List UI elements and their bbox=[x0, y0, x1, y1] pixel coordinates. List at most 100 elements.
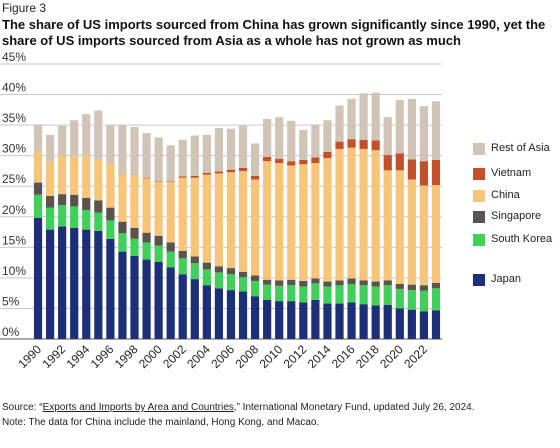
bar-segment-south-korea bbox=[311, 283, 320, 300]
bar-segment-south-korea bbox=[45, 207, 55, 230]
bar-segment-japan bbox=[419, 311, 429, 339]
x-tick-label: 1996 bbox=[88, 342, 117, 371]
bar-segment-japan bbox=[166, 267, 175, 339]
bar-segment-china bbox=[263, 161, 272, 280]
bar-segment-rest-of-asia bbox=[226, 128, 236, 170]
bar-segment-japan bbox=[82, 229, 91, 339]
bar-segment-vietnam bbox=[275, 158, 284, 163]
bar-segment-rest-of-asia bbox=[142, 133, 151, 178]
bar-segment-singapore bbox=[130, 227, 139, 239]
x-tick-label: 2014 bbox=[305, 342, 334, 371]
bar-segment-china bbox=[275, 163, 284, 281]
y-tick-label: 35% bbox=[2, 111, 26, 125]
bar-segment-rest-of-asia bbox=[371, 92, 380, 141]
bar-segment-japan bbox=[263, 299, 272, 339]
bar-segment-vietnam bbox=[263, 156, 272, 162]
figure-label: Figure 3 bbox=[2, 1, 47, 15]
bar-segment-vietnam bbox=[431, 159, 441, 185]
bar-segment-singapore bbox=[202, 262, 211, 270]
x-tick-label: 2020 bbox=[377, 342, 406, 371]
bar-segment-south-korea bbox=[70, 206, 79, 228]
legend-label: South Korea bbox=[491, 233, 553, 245]
legend-swatch bbox=[473, 142, 485, 155]
legend-swatch bbox=[473, 233, 485, 246]
bar-segment-rest-of-asia bbox=[45, 134, 55, 162]
bar-segment-south-korea bbox=[130, 238, 139, 256]
bar-segment-singapore bbox=[33, 182, 43, 195]
bar-segment-rest-of-asia bbox=[33, 124, 43, 152]
bar-segment-rest-of-asia bbox=[154, 137, 163, 182]
bar-segment-china bbox=[190, 177, 199, 257]
bar-segment-vietnam bbox=[299, 159, 308, 165]
bar-segment-china bbox=[214, 173, 224, 267]
source-link[interactable]: Exports and Imports by Area and Countrie… bbox=[42, 402, 234, 413]
bar-segment-singapore bbox=[359, 280, 368, 286]
bar-segment-south-korea bbox=[226, 274, 236, 291]
bar-segment-china bbox=[431, 185, 441, 283]
bar-segment-vietnam bbox=[395, 153, 404, 171]
bar-segment-china bbox=[178, 177, 187, 251]
bar-segment-south-korea bbox=[154, 245, 163, 262]
bar-segment-singapore bbox=[94, 200, 103, 213]
bar-segment-rest-of-asia bbox=[383, 117, 392, 156]
bar-segment-rest-of-asia bbox=[130, 126, 139, 176]
bar-segment-china bbox=[130, 175, 139, 228]
y-tick-label: 20% bbox=[2, 203, 26, 217]
legend-label: China bbox=[491, 189, 520, 201]
bar-segment-china bbox=[82, 156, 91, 198]
x-tick-label: 1994 bbox=[64, 342, 93, 371]
bar-segment-china bbox=[202, 174, 211, 263]
bars bbox=[33, 92, 441, 339]
bar-segment-south-korea bbox=[383, 285, 392, 305]
bar-segment-rest-of-asia bbox=[202, 134, 211, 173]
bar-segment-south-korea bbox=[263, 284, 272, 300]
bar-segment-china bbox=[166, 181, 175, 243]
bar-segment-rest-of-asia bbox=[335, 105, 344, 142]
bar-segment-japan bbox=[359, 304, 368, 339]
bar-segment-japan bbox=[226, 290, 236, 339]
legend-label: Singapore bbox=[491, 210, 542, 222]
bar-segment-china bbox=[371, 150, 380, 282]
bar-segment-singapore bbox=[323, 281, 332, 287]
bar-segment-vietnam bbox=[311, 157, 320, 163]
legend-item-japan: Japan bbox=[473, 273, 557, 286]
bar-segment-japan bbox=[407, 309, 416, 339]
y-tick-label: 15% bbox=[2, 233, 26, 247]
bar-segment-vietnam bbox=[250, 175, 260, 180]
bar-segment-singapore bbox=[263, 279, 272, 285]
bar-segment-china bbox=[118, 174, 127, 222]
bar-segment-japan bbox=[33, 218, 43, 339]
bar-segment-rest-of-asia bbox=[214, 128, 224, 172]
bar-segment-south-korea bbox=[58, 205, 67, 227]
bar-segment-japan bbox=[347, 302, 356, 339]
bar-segment-japan bbox=[178, 274, 187, 339]
bar-segment-china bbox=[106, 163, 115, 208]
bar-segment-south-korea bbox=[431, 288, 441, 311]
bar-segment-china bbox=[359, 148, 368, 281]
bar-segment-rest-of-asia bbox=[178, 139, 187, 177]
bar-segment-china bbox=[58, 155, 67, 195]
bar-segment-south-korea bbox=[82, 210, 91, 230]
legend-item-rest-of-asia: Rest of Asia bbox=[473, 142, 557, 155]
bar-segment-japan bbox=[130, 255, 139, 339]
bar-segment-rest-of-asia bbox=[106, 125, 115, 164]
bar-segment-singapore bbox=[178, 251, 187, 259]
bar-segment-singapore bbox=[45, 196, 55, 208]
bar-segment-japan bbox=[154, 262, 163, 339]
bar-segment-south-korea bbox=[287, 285, 296, 302]
bar-segment-rest-of-asia bbox=[359, 93, 368, 140]
bar-segment-south-korea bbox=[178, 258, 187, 275]
bar-segment-china bbox=[395, 170, 404, 284]
bar-segment-singapore bbox=[106, 207, 115, 221]
bar-segment-japan bbox=[431, 310, 441, 339]
bar-segment-japan bbox=[238, 291, 248, 339]
chart-title: The share of US imports sourced from Chi… bbox=[2, 17, 546, 48]
bar-segment-china bbox=[142, 178, 151, 233]
bar-segment-japan bbox=[118, 251, 127, 339]
bar-segment-china bbox=[238, 170, 248, 272]
bar-segment-japan bbox=[45, 229, 55, 339]
bar-segment-rest-of-asia bbox=[166, 145, 175, 182]
legend-swatch bbox=[473, 273, 485, 286]
x-tick-label: 2000 bbox=[136, 342, 165, 371]
bar-segment-china bbox=[45, 161, 55, 196]
